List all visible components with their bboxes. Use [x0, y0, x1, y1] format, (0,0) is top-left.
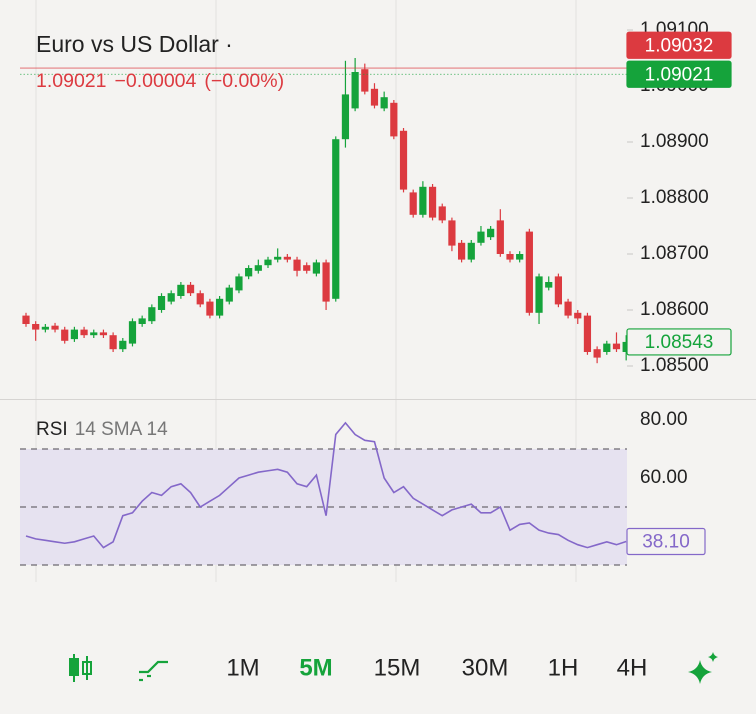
interval-button[interactable]: 4H: [617, 654, 648, 681]
candle-body: [225, 287, 233, 302]
toolbar-icons: [69, 652, 718, 684]
interval-button[interactable]: 15M: [374, 654, 421, 681]
candle-body: [593, 349, 601, 358]
candle-body: [177, 284, 185, 296]
candle-body: [51, 325, 59, 330]
y-tick-label: 1.08800: [640, 187, 709, 208]
candle-body: [564, 301, 572, 316]
candle-body: [477, 231, 485, 243]
candle-body: [22, 315, 30, 324]
interval-button[interactable]: 5M: [299, 654, 332, 681]
candle-body: [109, 335, 117, 350]
rsi-tag: [626, 527, 706, 556]
price-tag-label: 1.09021: [645, 64, 714, 85]
line-icon[interactable]: [139, 660, 168, 682]
candle-body: [428, 186, 437, 218]
candle-body: [341, 94, 350, 140]
candles-icon[interactable]: [69, 654, 92, 682]
candle-body: [167, 293, 175, 302]
candle-body: [419, 186, 427, 215]
candle-body: [603, 343, 611, 352]
price-tag: [626, 328, 732, 356]
candle-body: [206, 301, 214, 316]
candle-body: [438, 206, 446, 221]
price-tag: [626, 60, 732, 88]
candle-body: [274, 256, 282, 260]
rsi-name: RSI: [36, 419, 68, 440]
quote-change: −0.00004: [115, 70, 197, 92]
candle-body: [467, 242, 475, 260]
candle-body: [409, 192, 417, 215]
candle-body: [583, 315, 592, 352]
y-tick-label: 1.08500: [640, 355, 709, 376]
y-tick-label: 1.08700: [640, 243, 709, 264]
candle-body: [138, 318, 146, 324]
candle-body: [370, 88, 379, 106]
candle-body: [458, 242, 466, 260]
candle-body: [148, 307, 156, 322]
candle-body: [128, 321, 137, 344]
candle-body: [119, 340, 127, 350]
candle-body: [390, 102, 398, 137]
candle-body: [554, 276, 562, 305]
candle-body: [448, 220, 456, 246]
candle-body: [254, 265, 262, 271]
chart-title: Euro vs US Dollar ·: [36, 31, 233, 57]
quote-price: 1.09021: [36, 70, 107, 92]
candle-body: [574, 312, 582, 319]
candle-body: [622, 341, 630, 352]
candle-body: [99, 332, 108, 336]
candle-body: [283, 256, 291, 260]
candle-body: [545, 282, 553, 288]
candle-body: [245, 268, 253, 277]
price-tag-label: 1.09032: [645, 35, 714, 56]
candle-body: [303, 265, 311, 271]
rsi-tag-label: 38.10: [642, 532, 690, 553]
candle-body: [399, 130, 408, 190]
candle-body: [216, 298, 224, 316]
candle-body: [516, 254, 524, 260]
candle-body: [351, 72, 359, 109]
candle-body: [186, 284, 195, 294]
candle-body: [496, 220, 504, 254]
candle-body: [80, 329, 88, 336]
candle-body: [535, 276, 543, 313]
candle-body: [525, 231, 533, 313]
candle-body: [487, 228, 495, 238]
candle-body: [90, 332, 98, 336]
candle-body: [264, 259, 272, 266]
candle-body: [332, 139, 340, 299]
candle-body: [312, 262, 320, 274]
candle-body: [196, 293, 204, 305]
price-tag-label: 1.08543: [645, 332, 714, 353]
rsi-line: [25, 421, 627, 549]
y-tick-label: 1.08900: [640, 131, 709, 152]
interval-button[interactable]: 1M: [226, 654, 259, 681]
candle-body: [70, 329, 78, 340]
candle-body: [61, 329, 69, 341]
ai-icon[interactable]: [688, 652, 718, 684]
y-tick-label: 80.00: [640, 409, 688, 430]
candle-body: [612, 343, 621, 350]
rsi-params: 14 SMA 14: [75, 419, 168, 440]
candle-body: [41, 326, 49, 330]
candle-body: [361, 69, 369, 92]
candle-body: [293, 259, 301, 271]
y-tick-label: 60.00: [640, 467, 688, 488]
quote: 1.09021 −0.00004 (−0.00%): [36, 70, 284, 92]
interval-button[interactable]: 1H: [548, 654, 579, 681]
y-tick-label: 1.08600: [640, 299, 709, 320]
candle-body: [380, 97, 388, 109]
price-tag: [626, 31, 732, 59]
candle-body: [157, 296, 166, 310]
candle-body: [32, 324, 40, 330]
quote-change-pct: (−0.00%): [204, 70, 284, 92]
candle-body: [322, 262, 330, 302]
rsi-legend: RSI 14 SMA 14: [36, 419, 168, 440]
candle-body: [235, 276, 243, 291]
candle-body: [506, 254, 514, 260]
interval-button[interactable]: 30M: [462, 654, 509, 681]
